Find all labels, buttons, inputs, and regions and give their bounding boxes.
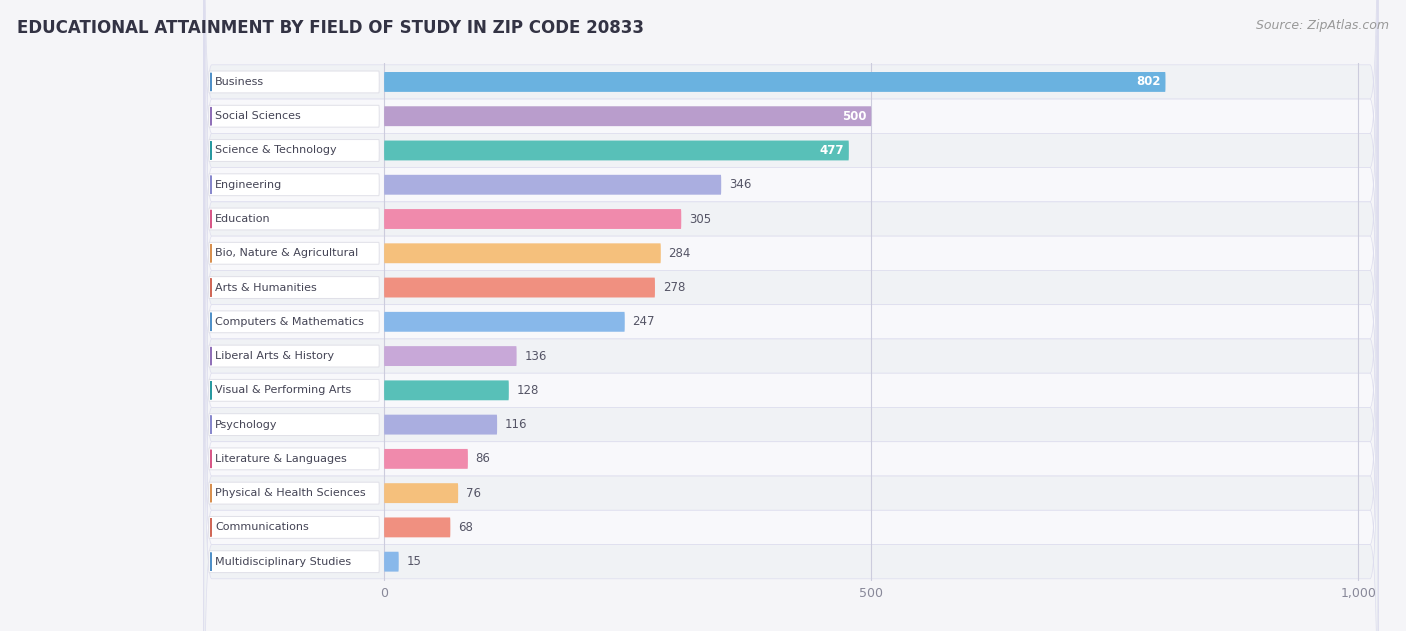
- FancyBboxPatch shape: [384, 106, 872, 126]
- FancyBboxPatch shape: [204, 202, 1378, 631]
- FancyBboxPatch shape: [204, 0, 1378, 408]
- Text: Arts & Humanities: Arts & Humanities: [215, 283, 316, 293]
- Text: 278: 278: [662, 281, 685, 294]
- Text: Source: ZipAtlas.com: Source: ZipAtlas.com: [1256, 19, 1389, 32]
- Text: Multidisciplinary Studies: Multidisciplinary Studies: [215, 557, 352, 567]
- FancyBboxPatch shape: [204, 30, 1378, 545]
- FancyBboxPatch shape: [208, 276, 380, 298]
- Text: Social Sciences: Social Sciences: [215, 111, 301, 121]
- Text: Computers & Mathematics: Computers & Mathematics: [215, 317, 364, 327]
- Text: 346: 346: [728, 178, 751, 191]
- FancyBboxPatch shape: [384, 415, 498, 435]
- FancyBboxPatch shape: [384, 312, 624, 332]
- FancyBboxPatch shape: [204, 168, 1378, 631]
- FancyBboxPatch shape: [384, 517, 450, 538]
- FancyBboxPatch shape: [208, 174, 380, 196]
- FancyBboxPatch shape: [384, 483, 458, 503]
- Text: Liberal Arts & History: Liberal Arts & History: [215, 351, 335, 361]
- Text: Bio, Nature & Agricultural: Bio, Nature & Agricultural: [215, 248, 359, 258]
- Text: 76: 76: [465, 487, 481, 500]
- FancyBboxPatch shape: [204, 236, 1378, 631]
- FancyBboxPatch shape: [208, 105, 380, 127]
- FancyBboxPatch shape: [208, 517, 380, 538]
- FancyBboxPatch shape: [208, 311, 380, 333]
- FancyBboxPatch shape: [208, 208, 380, 230]
- FancyBboxPatch shape: [384, 175, 721, 195]
- FancyBboxPatch shape: [384, 449, 468, 469]
- FancyBboxPatch shape: [208, 448, 380, 470]
- FancyBboxPatch shape: [384, 244, 661, 263]
- Text: 128: 128: [516, 384, 538, 397]
- FancyBboxPatch shape: [208, 345, 380, 367]
- Text: 68: 68: [458, 521, 472, 534]
- FancyBboxPatch shape: [204, 65, 1378, 579]
- Text: Literature & Languages: Literature & Languages: [215, 454, 347, 464]
- Text: Education: Education: [215, 214, 271, 224]
- FancyBboxPatch shape: [208, 242, 380, 264]
- Text: Business: Business: [215, 77, 264, 87]
- FancyBboxPatch shape: [208, 379, 380, 401]
- Text: 136: 136: [524, 350, 547, 363]
- FancyBboxPatch shape: [384, 72, 1166, 92]
- FancyBboxPatch shape: [204, 0, 1378, 510]
- Text: Science & Technology: Science & Technology: [215, 146, 336, 155]
- Text: 86: 86: [475, 452, 491, 466]
- FancyBboxPatch shape: [384, 209, 682, 229]
- Text: 247: 247: [633, 316, 655, 328]
- Text: 305: 305: [689, 213, 711, 225]
- FancyBboxPatch shape: [208, 414, 380, 435]
- FancyBboxPatch shape: [208, 71, 380, 93]
- FancyBboxPatch shape: [208, 551, 380, 572]
- FancyBboxPatch shape: [204, 271, 1378, 631]
- Text: 477: 477: [820, 144, 844, 157]
- Text: 500: 500: [842, 110, 866, 122]
- FancyBboxPatch shape: [204, 0, 1378, 476]
- Text: 284: 284: [669, 247, 690, 260]
- Text: Engineering: Engineering: [215, 180, 283, 190]
- Text: Communications: Communications: [215, 522, 309, 533]
- FancyBboxPatch shape: [384, 346, 516, 366]
- Text: Visual & Performing Arts: Visual & Performing Arts: [215, 386, 352, 396]
- FancyBboxPatch shape: [208, 482, 380, 504]
- FancyBboxPatch shape: [204, 305, 1378, 631]
- FancyBboxPatch shape: [384, 141, 849, 160]
- Text: 802: 802: [1136, 76, 1160, 88]
- FancyBboxPatch shape: [384, 278, 655, 297]
- FancyBboxPatch shape: [204, 133, 1378, 631]
- FancyBboxPatch shape: [204, 0, 1378, 339]
- FancyBboxPatch shape: [384, 380, 509, 400]
- FancyBboxPatch shape: [204, 0, 1378, 442]
- Text: Physical & Health Sciences: Physical & Health Sciences: [215, 488, 366, 498]
- Text: EDUCATIONAL ATTAINMENT BY FIELD OF STUDY IN ZIP CODE 20833: EDUCATIONAL ATTAINMENT BY FIELD OF STUDY…: [17, 19, 644, 37]
- FancyBboxPatch shape: [208, 139, 380, 162]
- FancyBboxPatch shape: [204, 0, 1378, 373]
- FancyBboxPatch shape: [384, 551, 399, 572]
- Text: 15: 15: [406, 555, 422, 568]
- FancyBboxPatch shape: [204, 99, 1378, 613]
- Text: 116: 116: [505, 418, 527, 431]
- Text: Psychology: Psychology: [215, 420, 277, 430]
